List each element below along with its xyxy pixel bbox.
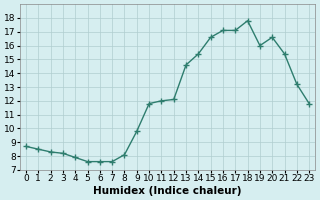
X-axis label: Humidex (Indice chaleur): Humidex (Indice chaleur) xyxy=(93,186,242,196)
